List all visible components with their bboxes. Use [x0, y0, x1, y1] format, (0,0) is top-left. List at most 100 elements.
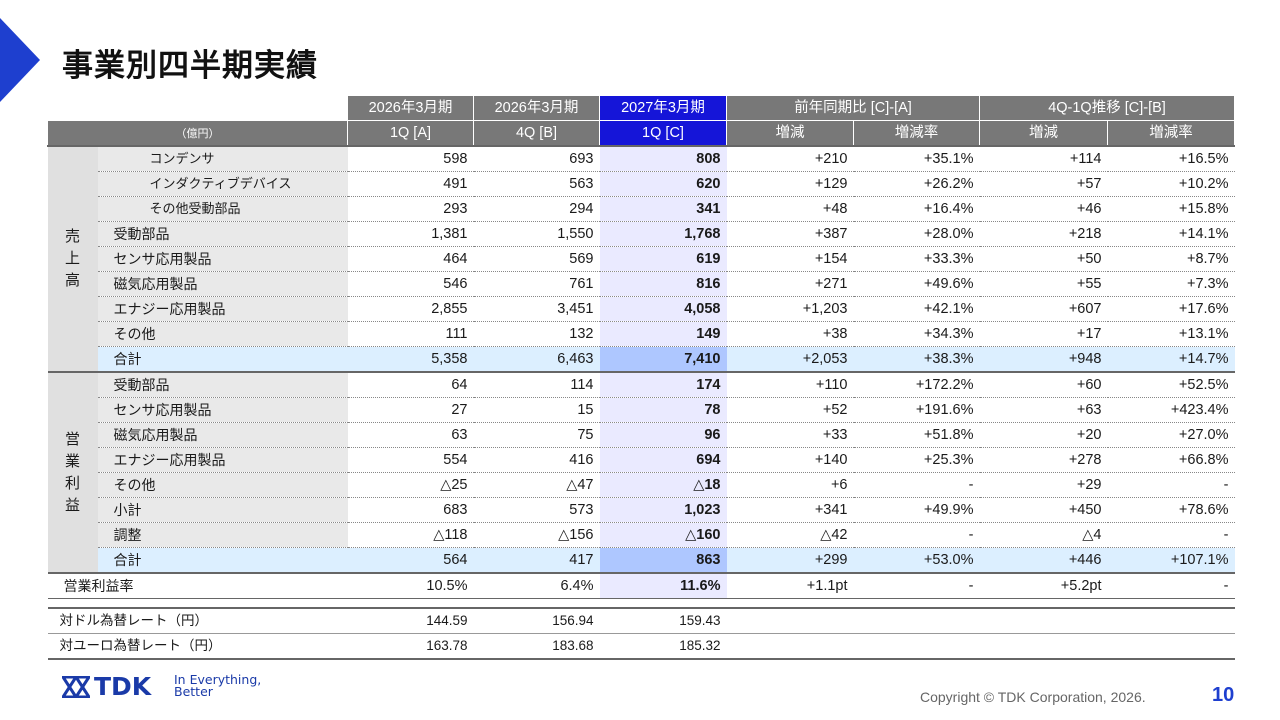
cell-qoq: +607: [979, 296, 1108, 322]
cell-yoy: +210: [726, 145, 854, 172]
cell-a: 63: [347, 422, 474, 448]
row-label: センサ応用製品: [97, 246, 348, 272]
cell-yoy-rate: +49.9%: [853, 497, 980, 523]
header-period-b: 2026年3月期: [473, 95, 600, 121]
cell-yoy-rate: +42.1%: [853, 296, 980, 322]
cell-yoy: +341: [726, 497, 854, 523]
row-label: 磁気応用製品: [97, 422, 348, 448]
row-label: 合計: [97, 547, 348, 574]
cell-b: 417: [473, 547, 600, 573]
group-label-sales: 売上高: [47, 145, 98, 372]
group-char: 利: [64, 474, 80, 492]
row-label: 受動部品: [97, 371, 348, 398]
cell-yoy: +1.1pt: [726, 572, 854, 599]
cell-qoq: +450: [979, 497, 1108, 523]
cell-yoy: △42: [726, 522, 854, 548]
cell-b: △47: [473, 472, 600, 498]
cell-a: △118: [347, 522, 474, 548]
table-row: 磁気応用製品 546 761 816 +271 +49.6% +55 +7.3%: [48, 271, 1235, 297]
row-label: 小計: [97, 497, 348, 523]
cell-b: 416: [473, 447, 600, 473]
cell-qoq-rate: +10.2%: [1107, 171, 1235, 197]
cell-yoy-rate: +172.2%: [853, 371, 980, 398]
copyright: Copyright © TDK Corporation, 2026.: [920, 689, 1146, 705]
cell-a: 2,855: [347, 296, 474, 322]
cell-qoq: +446: [979, 547, 1108, 573]
group-char: 高: [64, 272, 80, 289]
cell-a: 491: [347, 171, 474, 197]
cell-qoq-rate: +14.7%: [1107, 346, 1235, 372]
unit-label: （億円）: [47, 120, 348, 147]
header-yoy: 前年同期比 [C]-[A]: [726, 95, 980, 121]
cell-c: 4,058: [599, 296, 727, 322]
cell-c: 694: [599, 447, 727, 473]
cell-b: 6,463: [473, 346, 600, 372]
cell-qoq-rate: +16.5%: [1107, 145, 1235, 172]
cell-b: 569: [473, 246, 600, 272]
cell-qoq: +63: [979, 397, 1108, 423]
cell-yoy-rate: +49.6%: [853, 271, 980, 297]
table-row: センサ応用製品 27 15 78 +52 +191.6% +63 +423.4%: [48, 397, 1235, 423]
cell-yoy: +387: [726, 221, 854, 247]
row-label: インダクティブデバイス: [97, 171, 348, 197]
cell-a: 464: [347, 246, 474, 272]
cell-b: 6.4%: [473, 572, 600, 599]
cell-b: 3,451: [473, 296, 600, 322]
cell-yoy-rate: -: [853, 472, 980, 498]
header-blank: [47, 95, 348, 121]
cell-qoq: +17: [979, 321, 1108, 347]
cell-c: 149: [599, 321, 727, 347]
row-label: コンデンサ: [97, 145, 348, 172]
row-label: 営業利益率: [47, 572, 348, 599]
sales-section: 売上高コンデンサ 598 693 808 +210 +35.1% +114 +16.5% インダ…: [47, 145, 1235, 373]
cell-c: △160: [599, 522, 727, 548]
cell-b: 1,550: [473, 221, 600, 247]
cell-b: 573: [473, 497, 600, 523]
cell-qoq: +20: [979, 422, 1108, 448]
cell-c: 174: [599, 371, 727, 398]
cell-yoy: +271: [726, 271, 854, 297]
cell-qoq-rate: -: [1107, 472, 1235, 498]
group-char: 営: [64, 430, 80, 448]
cell-b: 15: [473, 397, 600, 423]
table-row: 小計 683 573 1,023 +341 +49.9% +450 +78.6%: [48, 497, 1235, 523]
cell-b: 156.94: [473, 607, 600, 634]
cell-yoy: +110: [726, 371, 854, 398]
cell-yoy-rate: +33.3%: [853, 246, 980, 272]
cell-c: 7,410: [599, 346, 727, 372]
cell-qoq: +50: [979, 246, 1108, 272]
cell-a: 163.78: [347, 633, 474, 660]
cell-a: 683: [347, 497, 474, 523]
row-label: その他: [97, 472, 348, 498]
cell-qoq: +278: [979, 447, 1108, 473]
cell-qoq-rate: +52.5%: [1107, 371, 1235, 398]
cell-b: 75: [473, 422, 600, 448]
table-row: 売上高コンデンサ 598 693 808 +210 +35.1% +114 +16.5%: [47, 145, 1235, 372]
cell-qoq-rate: +8.7%: [1107, 246, 1235, 272]
header-yoy-change: 増減: [726, 120, 854, 147]
cell-b: 563: [473, 171, 600, 197]
cell-qoq-rate: +17.6%: [1107, 296, 1235, 322]
ratio-and-fx-section: 営業利益率 10.5% 6.4% 11.6% +1.1pt - +5.2pt -…: [47, 572, 1235, 660]
cell-a: 1,381: [347, 221, 474, 247]
logo-brand: TDK: [94, 672, 152, 701]
cell-a: 27: [347, 397, 474, 423]
cell-a: 293: [347, 196, 474, 222]
fx-empty: [726, 607, 1235, 634]
cell-yoy: +52: [726, 397, 854, 423]
accent-triangle: [0, 18, 40, 102]
header-quarter-c: 1Q [C]: [599, 120, 727, 147]
cell-qoq: △4: [979, 522, 1108, 548]
cell-a: 554: [347, 447, 474, 473]
table-row: 営業利益受動部品 64 114 174 +110 +172.2% +60 +52.5%: [47, 371, 1235, 573]
cell-yoy-rate: +38.3%: [853, 346, 980, 372]
cell-qoq-rate: +15.8%: [1107, 196, 1235, 222]
cell-yoy: +140: [726, 447, 854, 473]
cell-qoq-rate: +78.6%: [1107, 497, 1235, 523]
table-row: 受動部品 1,381 1,550 1,768 +387 +28.0% +218 +14.1%: [48, 221, 1235, 247]
row-label: エナジー応用製品: [97, 447, 348, 473]
cell-yoy-rate: +34.3%: [853, 321, 980, 347]
cell-qoq: +55: [979, 271, 1108, 297]
row-label: 調整: [97, 522, 348, 548]
table-row: その他 111 132 149 +38 +34.3% +17 +13.1%: [48, 321, 1235, 347]
